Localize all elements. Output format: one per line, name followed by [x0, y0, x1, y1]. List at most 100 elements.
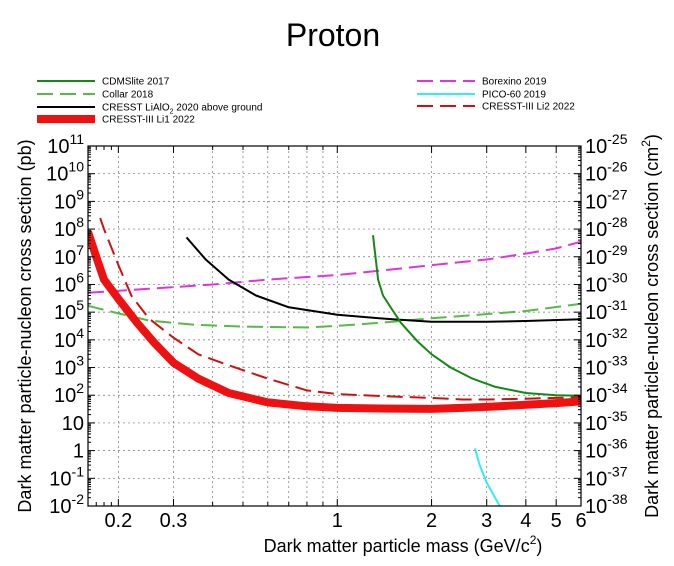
x-axis-label-sup: 2	[530, 533, 537, 547]
y-tick-label-right-exp: -26	[607, 159, 627, 175]
y-tick-label-left-base: 10	[54, 358, 76, 380]
y-tick-label-right: 10-30	[585, 269, 628, 296]
y-tick-label-right-exp: -37	[607, 463, 627, 479]
y-tick-label-right-exp: -35	[607, 408, 627, 424]
ticks	[88, 146, 581, 507]
legend-entry-label: CDMSlite 2017	[102, 77, 170, 88]
y-tick-label-left-exp: 7	[76, 242, 84, 258]
y-tick-label-left-base: 10	[54, 302, 76, 324]
series-line-0	[372, 235, 581, 397]
legend: CDMSlite 2017 Collar 2018 CRESST LiAlO2 20…	[37, 77, 575, 126]
x-tick-label: 6	[575, 510, 586, 532]
legend-entry-label: Borexino 2019	[482, 77, 547, 88]
legend-entry-label: CRESST-III Li2 2022	[482, 102, 575, 113]
x-axis-label-main: Dark matter particle mass (GeV/c	[264, 536, 530, 556]
x-tick-label: 3	[481, 510, 492, 532]
x-tick-label: 0.2	[104, 510, 132, 532]
y-tick-label-left: 109	[54, 186, 84, 213]
chart-title: Proton	[286, 17, 380, 53]
legend-entry-label: PICO-60 2019	[482, 90, 546, 101]
y-tick-label-right-base: 10	[585, 385, 607, 407]
y-tick-label-right-exp: -34	[607, 380, 627, 396]
y-tick-label-right-exp: -31	[607, 297, 627, 313]
series-line-4	[88, 240, 581, 294]
y-tick-label-right: 10-33	[585, 353, 628, 380]
y-tick-label-right: 10-37	[585, 463, 628, 490]
y-tick-label-left-exp: 4	[76, 325, 84, 341]
y-tick-label-right-base: 10	[585, 164, 607, 186]
y-tick-label-left-base: 10	[62, 413, 84, 435]
y-tick-label-left: 104	[54, 325, 84, 352]
legend-entry-name: Borexino 2019	[482, 77, 547, 88]
legend-entry-name: CDMSlite 2017	[102, 77, 170, 88]
y-tick-label-right-exp: -33	[607, 353, 627, 369]
y-tick-label-left: 102	[54, 380, 84, 407]
y-axis-label-right: Dark matter particle-nucleon cross secti…	[639, 134, 662, 518]
y-tick-label-left: 1010	[46, 159, 84, 186]
tick-labels: 0.2 0.3 1 2 3 4 5 610-210-111010210310410510610…	[46, 131, 628, 532]
x-tick-label: 0.3	[160, 510, 188, 532]
legend-entry-label: Collar 2018	[102, 90, 154, 101]
y-axis-label-right-end: )	[642, 134, 662, 140]
y-tick-label-right: 10-26	[585, 159, 628, 186]
y-tick-label-right: 10-25	[585, 131, 628, 158]
y-tick-label-right-base: 10	[585, 413, 607, 435]
y-tick-label-left-base: 10	[54, 330, 76, 352]
y-axis-label-left: Dark matter particle-nucleon cross secti…	[15, 139, 35, 512]
y-tick-label-left-base: 10	[54, 274, 76, 296]
legend-entry-sub: 2	[170, 109, 174, 116]
series-layer	[88, 217, 581, 506]
legend-entry-label: CRESST LiAlO2 2020 above ground	[102, 103, 263, 116]
y-tick-label-left-exp: 3	[76, 353, 84, 369]
y-tick-label-left-base: 10	[54, 385, 76, 407]
y-tick-label-left-exp: 8	[76, 214, 84, 230]
y-tick-label-right-exp: -38	[607, 491, 627, 507]
y-tick-label-left-exp: 6	[76, 269, 84, 285]
y-tick-label-left-exp: 5	[76, 297, 84, 313]
series-line-1	[88, 302, 581, 329]
y-tick-label-left-base: 10	[54, 247, 76, 269]
legend-entry-name: CRESST LiAlO	[102, 103, 170, 114]
series-line-6	[99, 217, 581, 401]
y-axis-label-right-main: Dark matter particle-nucleon cross secti…	[642, 147, 662, 518]
y-tick-label-right-base: 10	[585, 219, 607, 241]
y-tick-label-left-exp: -1	[72, 463, 85, 479]
x-tick-label: 4	[520, 510, 531, 532]
y-tick-label-left: 1	[73, 441, 84, 463]
y-tick-label-right-base: 10	[585, 191, 607, 213]
y-tick-label-left: 103	[54, 353, 84, 380]
y-tick-label-left-exp: 2	[76, 380, 84, 396]
y-tick-label-right-base: 10	[585, 247, 607, 269]
y-tick-label-right-base: 10	[585, 496, 607, 518]
legend-entry-name: Collar 2018	[102, 90, 154, 101]
x-axis-label: Dark matter particle mass (GeV/c2)	[264, 533, 543, 556]
y-tick-label-left-base: 10	[49, 468, 71, 490]
y-tick-label-right: 10-38	[585, 491, 628, 518]
legend-entry-name: CRESST-III Li2 2022	[482, 102, 575, 113]
grid	[88, 146, 581, 506]
y-tick-label-right-exp: -32	[607, 325, 627, 341]
y-tick-label-right-exp: -25	[607, 131, 627, 147]
series-line-2	[185, 236, 581, 323]
x-tick-label: 1	[332, 510, 343, 532]
y-tick-label-left-base: 10	[46, 164, 68, 186]
y-tick-label-left-base: 10	[49, 496, 71, 518]
y-tick-label-left-base: 10	[54, 219, 76, 241]
legend-entry-name: PICO-60 2019	[482, 90, 546, 101]
y-tick-label-left: 106	[54, 269, 84, 296]
y-tick-label-left-exp: 11	[69, 131, 84, 147]
y-tick-label-right: 10-27	[585, 186, 628, 213]
legend-entry-label: CRESST-III Li1 2022	[102, 115, 195, 126]
legend-entry-name: CRESST-III Li1 2022	[102, 115, 195, 126]
y-tick-label-left-base: 10	[54, 191, 76, 213]
y-tick-label-right-base: 10	[585, 136, 607, 158]
y-tick-label-left: 10-2	[49, 491, 84, 518]
y-tick-label-left-exp: -2	[72, 491, 85, 507]
y-tick-label-right: 10-29	[585, 242, 628, 269]
y-axis-label-right-sup: 2	[639, 140, 653, 147]
x-tick-label: 2	[426, 510, 437, 532]
y-tick-label-left: 10-1	[49, 463, 84, 490]
plot-frame	[87, 145, 582, 507]
y-tick-label-right-base: 10	[585, 274, 607, 296]
